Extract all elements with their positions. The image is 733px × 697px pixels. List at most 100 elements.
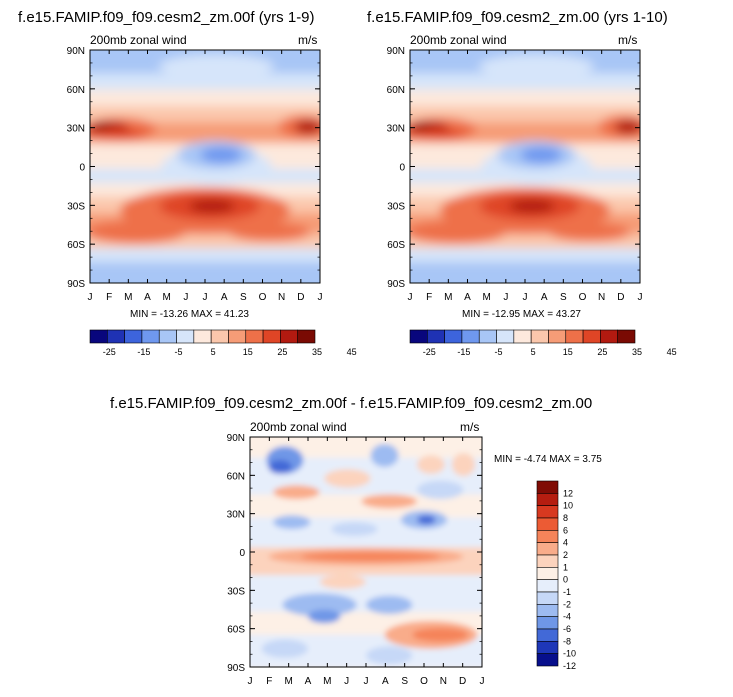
diff-panel-contour-region [451,453,476,477]
diff-panel-x-tick-label: J [248,676,253,687]
diff-colorbar-box [536,505,559,519]
diff-panel-contour-region [366,595,413,615]
right-panel-contour-region [614,119,640,134]
diff-colorbar-label: -12 [563,661,576,671]
right-colorbar-box [600,329,618,344]
left-colorbar: -25 -15 -5 5 15 25 35 45 [89,329,357,357]
diff-panel-x-tick-label: J [480,676,485,687]
left-panel-x-tick-label: O [259,292,267,303]
left-colorbar-box [245,329,264,344]
left-panel-x-tick-label: S [240,292,247,303]
diff-panel-y-tick-label: 60S [227,625,245,636]
diff-panel-y-tick-label: 60N [227,471,245,482]
right-colorbar-label: 5 [531,347,536,357]
right-panel-band [410,105,640,124]
diff-panel-contour-region [324,469,371,488]
right-panel-x-tick-label: O [579,292,587,303]
right-colorbar-box [444,329,463,344]
right-colorbar-box [496,329,515,344]
left-panel-x-tick-label: J [88,292,93,303]
left-colorbar-box [141,329,160,344]
right-panel-x-tick-label: J [408,292,413,303]
diff-panel-contour-region [261,639,308,658]
diff-colorbar-box [536,591,559,605]
right-panel-contour-region [410,129,466,139]
diff-panel-units: m/s [460,420,480,434]
left-panel-contour-region [228,222,311,242]
left-panel-x-tick-label: A [221,292,228,303]
diff-panel-y-tick-label: 0 [239,548,245,559]
right-panel-x-tick-label: A [464,292,471,303]
right-panel-field [410,50,640,283]
left-panel-band [90,105,320,124]
left-colorbar-box [193,329,212,344]
right-panel-band [410,248,640,264]
left-colorbar-box [124,329,143,344]
left-colorbar-label: -15 [137,347,150,357]
right-panel-band [410,73,640,93]
diff-panel-contour-region [319,575,366,589]
diff-panel-x-tick-label: F [266,676,272,687]
right-colorbar-box [530,329,549,344]
left-panel-y-tick-label: 60S [67,240,85,251]
left-colorbar-box [228,329,247,344]
left-colorbar-box [89,329,108,344]
right-panel-x-tick-label: M [444,292,452,303]
diff-colorbar-label: 2 [563,550,568,560]
right-panel-title: f.e15.FAMIP.f09_f09.cesm2_zm.00 (yrs 1-1… [367,9,668,26]
diff-panel-title: f.e15.FAMIP.f09_f09.cesm2_zm.00f - f.e15… [110,395,593,412]
left-panel-y-tick-label: 90N [67,46,85,57]
diff-panel-contour-region [273,485,320,500]
right-panel-contour-region [508,199,555,214]
right-panel-units: m/s [618,33,638,47]
right-panel-y-tick-label: 60N [387,85,405,96]
left-panel-x-tick-label: J [318,292,323,303]
left-panel-title: f.e15.FAMIP.f09_f09.cesm2_zm.00f (yrs 1-… [18,9,315,26]
left-colorbar-label: 45 [347,347,357,357]
diff-colorbar-box [536,653,559,667]
diff-panel-band [250,575,482,613]
left-panel-y-tick-label: 0 [79,163,85,174]
diff-panel-contour-region [308,609,341,624]
diff-colorbar-label: -1 [563,587,571,597]
left-colorbar-label: 15 [243,347,253,357]
left-colorbar-label: 5 [211,347,216,357]
right-panel-x-tick-label: M [482,292,490,303]
right-panel-y-tick-label: 90S [387,279,405,290]
left-panel-x-tick-label: M [162,292,170,303]
left-panel-x-tick-label: F [106,292,112,303]
left-panel-y-tick-label: 60N [67,85,85,96]
right-panel-y-tick-label: 30S [387,201,405,212]
left-panel-band [90,248,320,264]
diff-colorbar-label: 12 [563,488,573,498]
diff-panel-y-tick-label: 30N [227,510,245,521]
diff-colorbar-box [536,493,559,506]
diff-panel-contour-region [301,552,441,562]
diff-panel-contour-region [366,646,413,665]
right-panel-y-tick-label: 30N [387,124,405,135]
left-colorbar-box [107,329,125,344]
right-panel-x-tick-label: A [541,292,548,303]
right-colorbar-label: -5 [495,347,503,357]
diff-panel-y-tick-label: 90S [227,663,245,674]
diff-colorbar-label: 1 [563,562,568,572]
diff-panel-x-tick-label: A [305,676,312,687]
diff-panel-contour-region [417,455,445,474]
right-colorbar-box [461,329,480,344]
diff-colorbar-label: -8 [563,636,571,646]
left-panel-y-tick-label: 30N [67,124,85,135]
diff-panel-contour-region [282,593,357,617]
left-panel-contour-region [294,119,320,134]
left-colorbar-box [280,329,298,344]
diff-panel-field-label: 200mb zonal wind [250,420,347,434]
right-colorbar-label: 15 [563,347,573,357]
right-panel-x-tick-label: S [560,292,567,303]
left-panel-contour-region [90,220,187,244]
diff-colorbar-label: 10 [563,501,573,511]
diff-panel-band [250,437,482,459]
right-panel-x-tick-label: J [638,292,643,303]
right-colorbar-label: 35 [632,347,642,357]
